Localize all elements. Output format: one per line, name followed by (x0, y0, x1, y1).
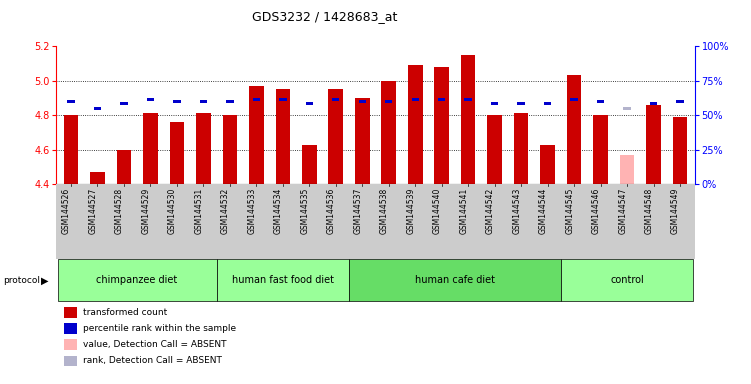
Bar (677, 100, 684, 103)
Text: GSM144531: GSM144531 (195, 188, 204, 234)
Bar (385, 100, 393, 103)
Text: GSM144542: GSM144542 (486, 188, 495, 234)
Bar (412, 98, 419, 101)
Bar (67, 100, 74, 103)
Bar (302, 145, 317, 184)
Text: GSM144547: GSM144547 (618, 188, 627, 235)
Text: GSM144533: GSM144533 (247, 188, 256, 235)
Text: GDS3232 / 1428683_at: GDS3232 / 1428683_at (252, 10, 397, 23)
Text: GSM144535: GSM144535 (300, 188, 309, 235)
Bar (567, 76, 581, 184)
Text: GSM144538: GSM144538 (380, 188, 389, 234)
Bar (143, 114, 158, 184)
Bar (620, 155, 635, 184)
Text: human cafe diet: human cafe diet (415, 275, 495, 285)
Bar (170, 122, 184, 184)
Bar (571, 98, 578, 101)
Bar (514, 114, 529, 184)
Text: GSM144536: GSM144536 (327, 188, 336, 235)
Bar (358, 100, 366, 103)
Bar (355, 98, 369, 184)
Bar (120, 101, 128, 105)
Text: GSM144539: GSM144539 (406, 188, 415, 235)
Bar (196, 114, 210, 184)
Text: GSM144532: GSM144532 (221, 188, 230, 234)
Bar (487, 115, 502, 184)
Bar (517, 101, 525, 105)
Bar (94, 107, 101, 110)
Text: GSM144530: GSM144530 (167, 188, 176, 235)
Text: GSM144546: GSM144546 (592, 188, 601, 235)
Bar (332, 98, 339, 101)
Bar (544, 101, 551, 105)
Bar (249, 86, 264, 184)
Text: GSM144541: GSM144541 (459, 188, 468, 234)
Text: GSM144548: GSM144548 (644, 188, 653, 234)
Text: percentile rank within the sample: percentile rank within the sample (83, 324, 237, 333)
Bar (408, 65, 423, 184)
Bar (116, 150, 131, 184)
Bar (252, 98, 260, 101)
Text: protocol: protocol (3, 276, 40, 285)
Bar (382, 81, 396, 184)
Bar (597, 100, 605, 103)
Text: GSM144545: GSM144545 (566, 188, 575, 235)
Bar (146, 98, 154, 101)
Bar (541, 145, 555, 184)
Bar (461, 55, 475, 184)
Bar (623, 107, 631, 110)
Bar (90, 172, 104, 184)
Bar (64, 115, 78, 184)
Text: GSM144549: GSM144549 (671, 188, 680, 235)
Bar (226, 100, 234, 103)
Text: ▶: ▶ (41, 275, 48, 285)
Text: control: control (611, 275, 644, 285)
Bar (306, 101, 313, 105)
Bar (593, 115, 608, 184)
Text: GSM144526: GSM144526 (62, 188, 71, 234)
Text: GSM144534: GSM144534 (274, 188, 283, 235)
Text: GSM144529: GSM144529 (141, 188, 150, 234)
Bar (173, 100, 180, 103)
Bar (438, 98, 445, 101)
Text: GSM144544: GSM144544 (538, 188, 547, 235)
Bar (328, 89, 343, 184)
Bar (491, 101, 499, 105)
Bar (650, 101, 657, 105)
Bar (200, 100, 207, 103)
Text: human fast food diet: human fast food diet (232, 275, 333, 285)
Bar (276, 89, 290, 184)
Text: value, Detection Call = ABSENT: value, Detection Call = ABSENT (83, 340, 227, 349)
Text: GSM144543: GSM144543 (512, 188, 521, 235)
Bar (673, 117, 687, 184)
Bar (222, 115, 237, 184)
Bar (465, 98, 472, 101)
Text: transformed count: transformed count (83, 308, 167, 317)
Text: GSM144528: GSM144528 (115, 188, 124, 234)
Text: GSM144537: GSM144537 (353, 188, 362, 235)
Text: rank, Detection Call = ABSENT: rank, Detection Call = ABSENT (83, 356, 222, 366)
Text: chimpanzee diet: chimpanzee diet (96, 275, 178, 285)
Bar (434, 67, 449, 184)
Text: GSM144540: GSM144540 (433, 188, 442, 235)
Text: GSM144527: GSM144527 (89, 188, 98, 234)
Bar (279, 98, 286, 101)
Bar (647, 105, 661, 184)
